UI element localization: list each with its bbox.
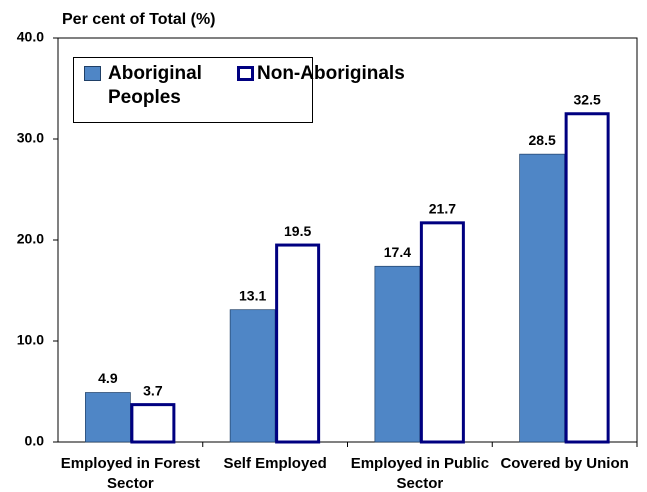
x-tick-label: Covered by Union: [500, 455, 629, 472]
bar: [130, 403, 176, 444]
bar: [419, 221, 465, 444]
bar: [229, 309, 276, 443]
value-label: 13.1: [239, 287, 266, 303]
bar: [85, 392, 131, 443]
value-label: 19.5: [284, 223, 311, 239]
y-tick-label: 30.0: [17, 130, 44, 146]
value-label: 17.4: [384, 244, 411, 260]
legend-swatch: [84, 66, 101, 81]
value-label: 3.7: [143, 382, 163, 398]
value-label: 4.9: [98, 370, 118, 386]
value-label: 28.5: [529, 132, 556, 148]
legend-swatch: [237, 66, 254, 81]
value-label: 21.7: [429, 201, 456, 217]
y-tick-label: 0.0: [25, 433, 45, 449]
legend-label: Aboriginal Peoples: [108, 63, 202, 108]
value-label: 32.5: [574, 91, 601, 107]
y-tick-label: 10.0: [17, 332, 44, 348]
y-tick-label: 40.0: [17, 29, 44, 45]
y-tick-label: 20.0: [17, 231, 44, 247]
y-axis-label: Per cent of Total (%): [62, 11, 216, 28]
bar: [374, 265, 421, 443]
x-tick-label: Employed in Public Sector: [350, 455, 490, 492]
bar: [519, 153, 565, 443]
x-tick-label: Self Employed: [223, 455, 327, 472]
bar: [275, 243, 321, 444]
bar: [564, 112, 610, 444]
legend-label: Non-Aboriginals: [257, 63, 405, 84]
x-tick-label: Employed in Forest Sector: [60, 455, 200, 492]
legend: Aboriginal Peoples Non-Aboriginals: [73, 57, 405, 123]
